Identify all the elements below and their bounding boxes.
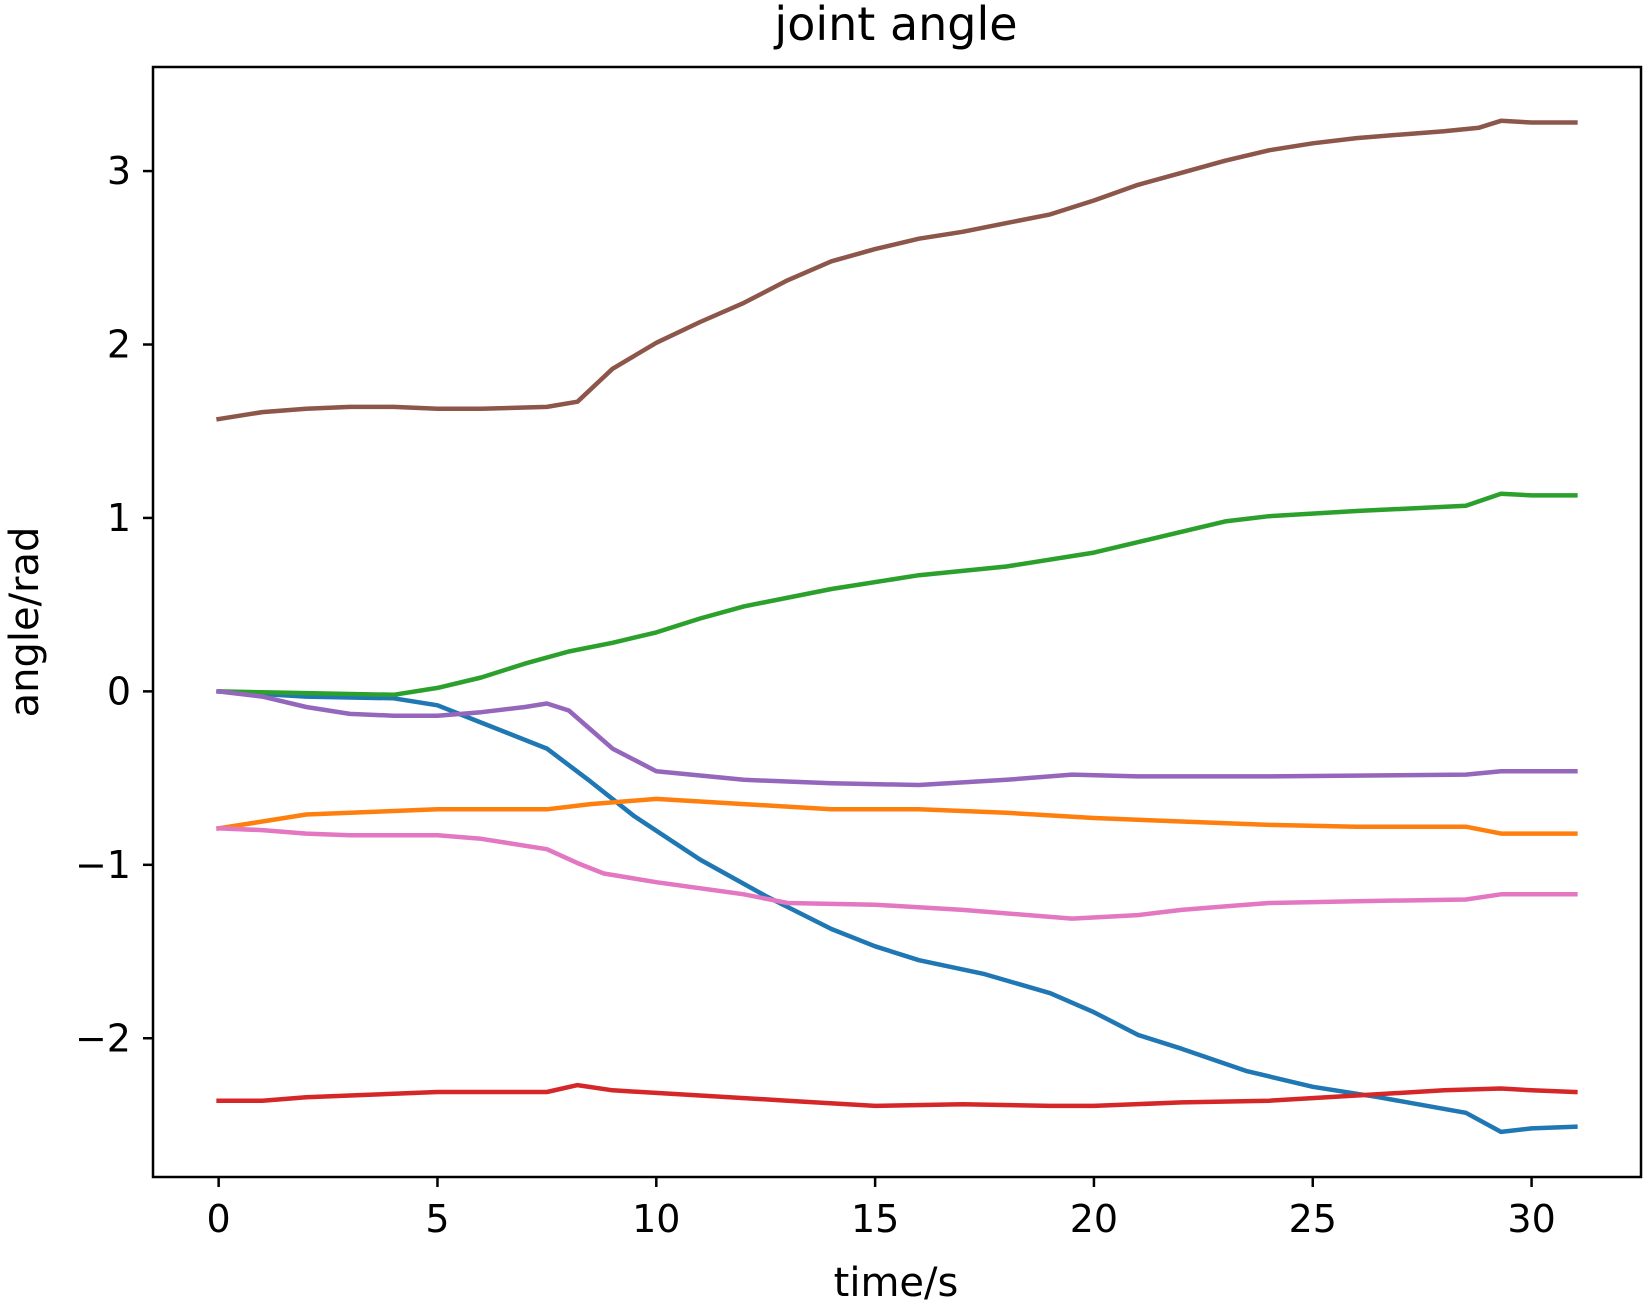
y-tick-label: −2 [75,1016,131,1060]
series-layer [216,118,1578,1135]
x-axis-label: time/s [834,1260,959,1306]
x-tick-label: 10 [632,1197,680,1241]
x-tick-label: 5 [425,1197,449,1241]
series-line-2 [216,796,1578,836]
x-tick-label: 0 [207,1197,231,1241]
series-line-1 [216,689,1578,1135]
y-axis-label: angle/rad [2,527,48,718]
x-tick-label: 30 [1507,1197,1555,1241]
x-tick-label: 20 [1070,1197,1118,1241]
plot-frame [151,65,1643,1179]
y-tick-label: 1 [107,496,131,540]
x-tick-label: 25 [1289,1197,1337,1241]
x-axis: 0 5 10 15 20 25 30 [207,1177,1556,1241]
series-line-6 [216,118,1578,422]
y-tick-label: 3 [107,149,131,193]
series-line-4 [216,1082,1578,1109]
chart-title: joint angle [773,0,1017,51]
y-tick-label: 0 [107,669,131,713]
series-line-5 [216,688,1578,788]
y-axis: 3 2 1 0 −1 −2 [75,149,153,1060]
y-tick-label: 2 [107,323,131,367]
series-line-7 [216,826,1578,921]
y-tick-label: −1 [75,843,131,887]
x-tick-label: 15 [851,1197,899,1241]
series-line-3 [216,491,1578,698]
